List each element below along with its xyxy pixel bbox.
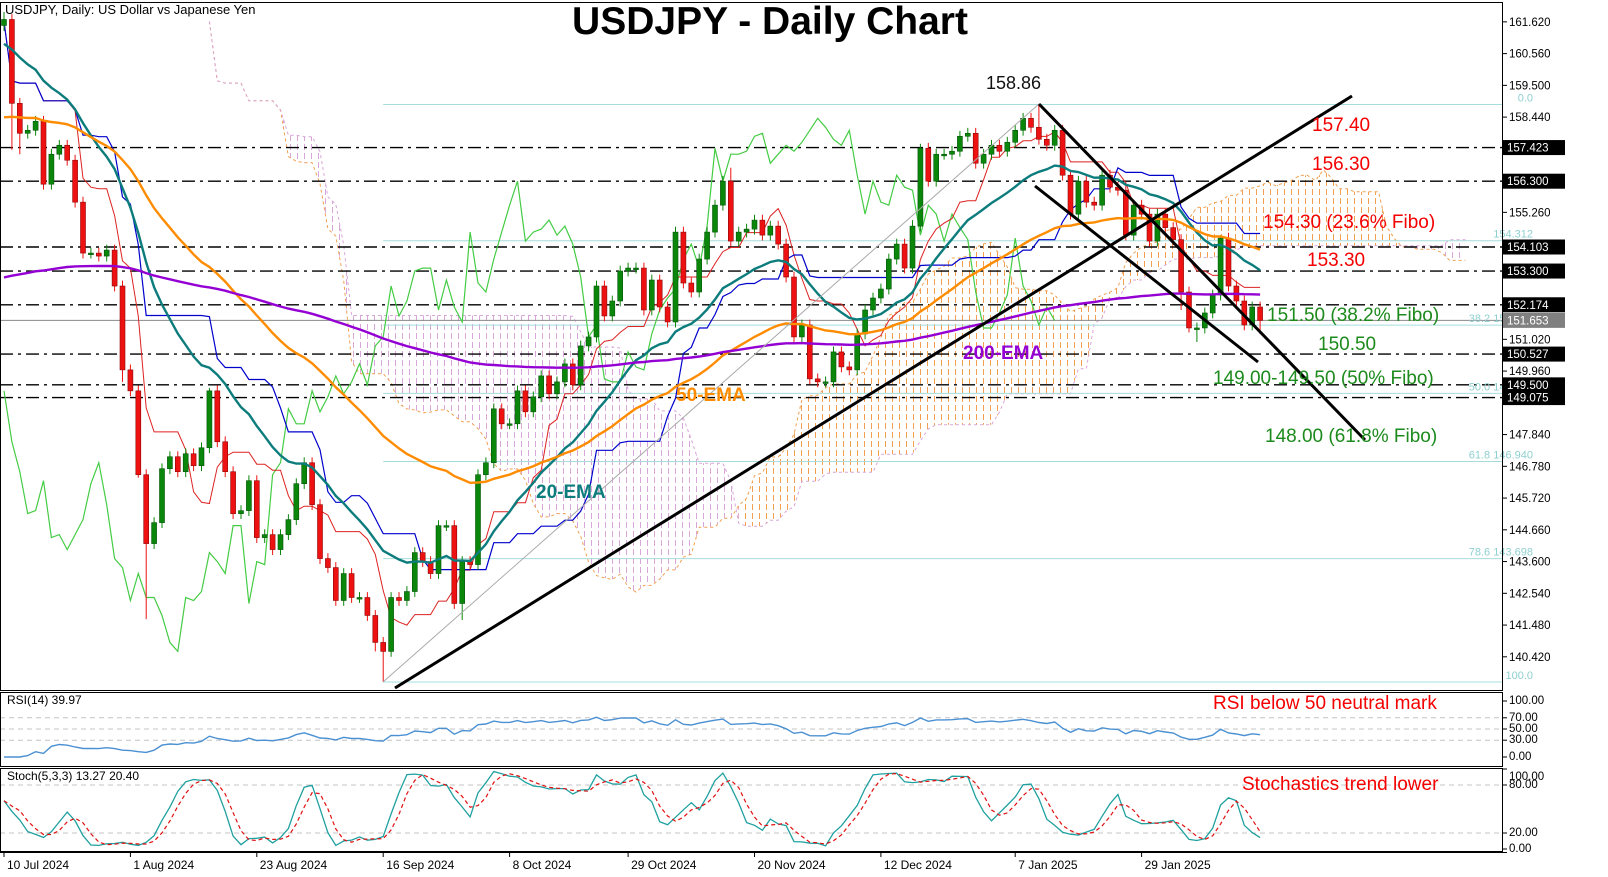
svg-text:145.720: 145.720: [1509, 493, 1551, 505]
level-annotation: 154.30 (23.6% Fibo): [1263, 212, 1436, 233]
svg-text:159.500: 159.500: [1509, 80, 1551, 92]
level-annotation: 148.00 (61.8% Fibo): [1265, 426, 1438, 447]
level-annotation: 150.50: [1318, 334, 1377, 355]
stoch-indicator-label: Stoch(5,3,3) 13.27 20.40: [7, 769, 140, 783]
svg-text:0.00: 0.00: [1509, 843, 1531, 855]
svg-text:157.423: 157.423: [1507, 143, 1549, 155]
date-axis-label: 8 Oct 2024: [513, 858, 572, 872]
svg-text:20.00: 20.00: [1509, 827, 1538, 839]
svg-text:100.00: 100.00: [1509, 771, 1544, 783]
date-axis-label: 29 Oct 2024: [631, 858, 697, 872]
svg-text:0.00: 0.00: [1509, 751, 1531, 763]
svg-text:142.540: 142.540: [1509, 588, 1551, 600]
svg-text:78.6 143.698: 78.6 143.698: [1469, 547, 1533, 559]
svg-text:147.840: 147.840: [1509, 430, 1551, 442]
peak-price-annotation: 158.86: [986, 73, 1042, 93]
svg-text:141.480: 141.480: [1509, 620, 1551, 632]
date-axis-label: 20 Nov 2024: [758, 858, 826, 872]
svg-text:146.780: 146.780: [1509, 461, 1551, 473]
level-annotation: 156.30: [1312, 154, 1371, 175]
svg-text:154.103: 154.103: [1507, 242, 1549, 254]
svg-text:144.660: 144.660: [1509, 525, 1551, 537]
ema-label: 200-EMA: [963, 343, 1044, 364]
stoch-annotation: Stochastics trend lower: [1242, 774, 1439, 795]
svg-text:151.020: 151.020: [1509, 334, 1551, 346]
svg-text:152.174: 152.174: [1507, 300, 1549, 312]
level-annotation: 157.40: [1312, 115, 1371, 136]
date-axis-label: 29 Jan 2025: [1145, 858, 1211, 872]
svg-text:156.300: 156.300: [1507, 176, 1549, 188]
page-title: USDJPY - Daily Chart: [572, 0, 968, 43]
rsi-annotation: RSI below 50 neutral mark: [1213, 693, 1437, 714]
svg-text:149.075: 149.075: [1507, 393, 1549, 405]
svg-text:70.00: 70.00: [1509, 712, 1538, 724]
level-annotation: 153.30: [1307, 250, 1366, 271]
svg-text:143.600: 143.600: [1509, 557, 1551, 569]
svg-text:154.312: 154.312: [1493, 229, 1533, 241]
svg-text:151.653: 151.653: [1507, 315, 1549, 327]
svg-text:149.960: 149.960: [1509, 366, 1551, 378]
svg-text:149.500: 149.500: [1507, 380, 1549, 392]
svg-text:161.620: 161.620: [1509, 17, 1551, 29]
svg-text:153.300: 153.300: [1507, 266, 1549, 278]
date-axis-label: 12 Dec 2024: [884, 858, 952, 872]
level-annotation: 151.50 (38.2% Fibo): [1267, 305, 1440, 326]
date-axis-label: 10 Jul 2024: [7, 858, 69, 872]
svg-text:50.00: 50.00: [1509, 723, 1538, 735]
symbol-line: USDJPY, Daily: US Dollar vs Japanese Yen: [5, 2, 256, 17]
svg-text:100.00: 100.00: [1509, 695, 1544, 707]
level-annotation: 149.00-149.50 (50% Fibo): [1213, 368, 1434, 389]
svg-text:100.0: 100.0: [1505, 670, 1533, 682]
svg-text:150.527: 150.527: [1507, 349, 1549, 361]
date-axis-label: 1 Aug 2024: [133, 858, 194, 872]
svg-text:80.00: 80.00: [1509, 779, 1538, 791]
svg-text:0.0: 0.0: [1518, 93, 1533, 105]
date-axis-label: 23 Aug 2024: [260, 858, 328, 872]
svg-text:61.8 146.940: 61.8 146.940: [1469, 450, 1533, 462]
rsi-indicator-label: RSI(14) 39.97: [7, 693, 82, 707]
date-axis-label: 7 Jan 2025: [1018, 858, 1078, 872]
svg-text:30.00: 30.00: [1509, 734, 1538, 746]
svg-text:160.560: 160.560: [1509, 49, 1551, 61]
ema-label: 50-EMA: [676, 385, 746, 406]
ema-label: 20-EMA: [536, 482, 606, 503]
svg-text:140.420: 140.420: [1509, 652, 1551, 664]
svg-text:158.440: 158.440: [1509, 112, 1551, 124]
svg-text:155.260: 155.260: [1509, 207, 1551, 219]
date-axis-label: 16 Sep 2024: [386, 858, 454, 872]
